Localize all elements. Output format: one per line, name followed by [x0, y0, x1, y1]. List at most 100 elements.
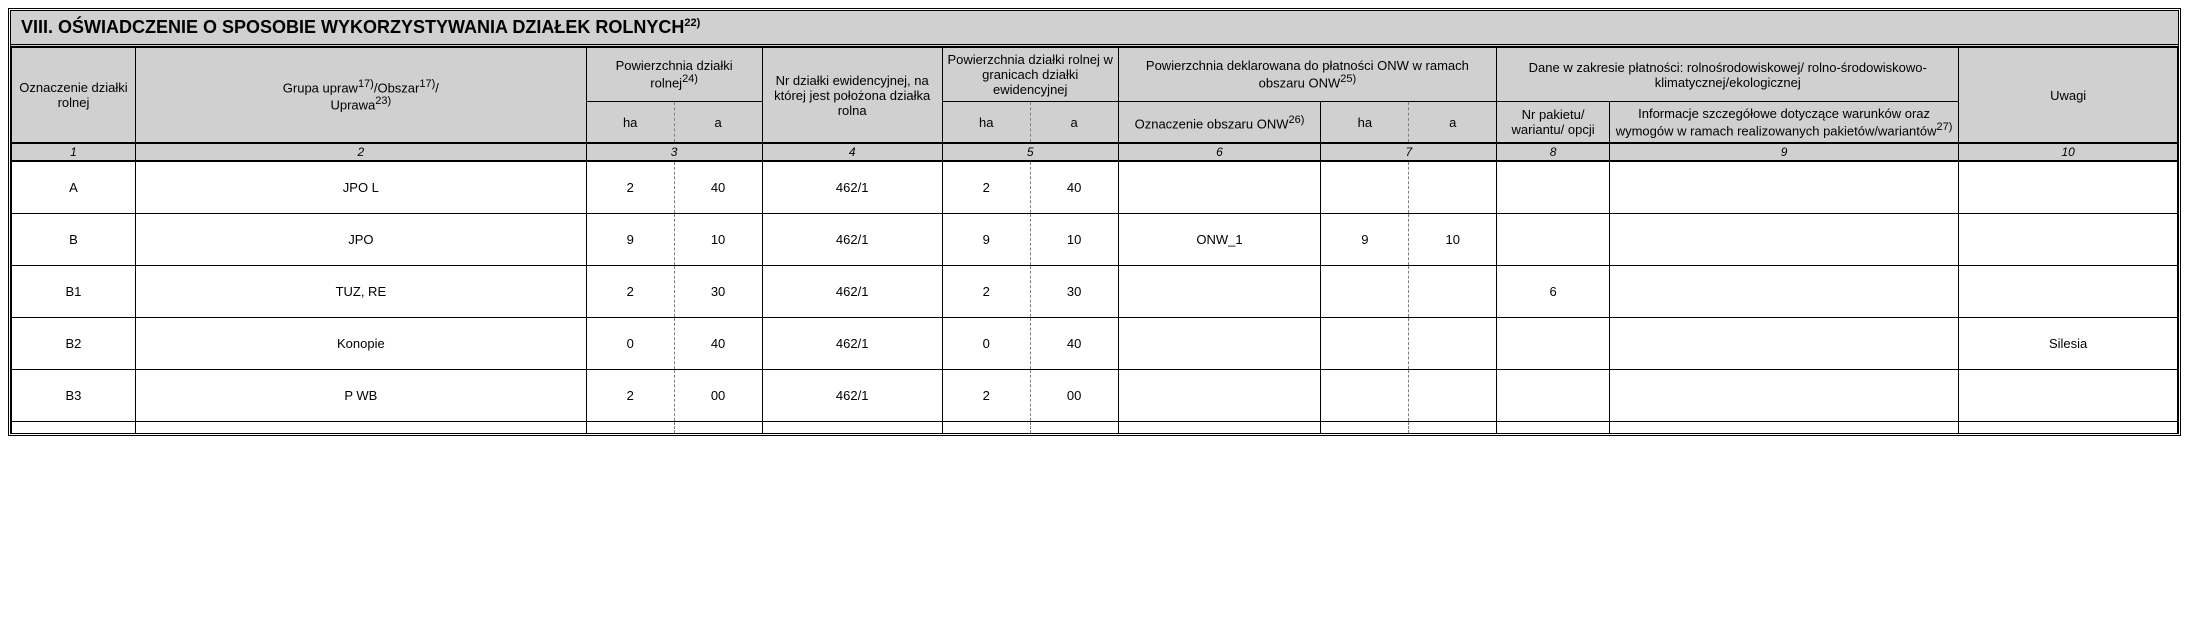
- cell-info: [1609, 161, 1958, 213]
- c2-s1: 17): [358, 78, 374, 90]
- colnum-8: 8: [1497, 143, 1610, 161]
- cell-pg-a: 40: [1030, 161, 1118, 213]
- cell-uwagi: [1959, 369, 2178, 421]
- cell-pow-a: 00: [674, 369, 762, 421]
- colnum-9: 9: [1609, 143, 1958, 161]
- cell-empty: [1609, 421, 1958, 433]
- cell-pg-ha: 0: [942, 317, 1030, 369]
- cell-onw-ha: [1321, 369, 1409, 421]
- cell-pow-a: 10: [674, 213, 762, 265]
- c2-l2: Uprawa: [330, 97, 375, 112]
- cell-grupa: Konopie: [135, 317, 586, 369]
- cell-empty: [1118, 421, 1321, 433]
- col-sub-ha-2: ha: [942, 102, 1030, 144]
- table-row: BJPO910462/1910ONW_1910: [12, 213, 2178, 265]
- cell-nr: 462/1: [762, 317, 942, 369]
- colnum-3: 3: [586, 143, 762, 161]
- cell-onw-a: 10: [1409, 213, 1497, 265]
- cell-uwagi: [1959, 161, 2178, 213]
- cell-empty: [674, 421, 762, 433]
- col-sub-a-3: a: [1409, 102, 1497, 144]
- cell-pakiet: [1497, 369, 1610, 421]
- cell-onw: [1118, 265, 1321, 317]
- cell-info: [1609, 213, 1958, 265]
- cell-pg-ha: 9: [942, 213, 1030, 265]
- cell-empty: [12, 421, 136, 433]
- cell-onw-a: [1409, 369, 1497, 421]
- cell-oznaczenie: B2: [12, 317, 136, 369]
- cell-pg-a: 30: [1030, 265, 1118, 317]
- cell-uwagi: Silesia: [1959, 317, 2178, 369]
- c4-text: Nr działki ewidencyjnej, na której jest …: [774, 73, 930, 118]
- cell-info: [1609, 369, 1958, 421]
- cell-pakiet: 6: [1497, 265, 1610, 317]
- colnum-5: 5: [942, 143, 1118, 161]
- c3-text: Powierzchnia działki rolnej: [616, 58, 733, 90]
- cell-nr: 462/1: [762, 369, 942, 421]
- cell-pow-a: 40: [674, 317, 762, 369]
- colnum-1: 1: [12, 143, 136, 161]
- col-sub-pakiet: Nr pakietu/ wariantu/ opcji: [1497, 102, 1610, 144]
- col-header-onw-top: Powierzchnia deklarowana do płatności ON…: [1118, 48, 1497, 102]
- cell-onw: [1118, 161, 1321, 213]
- col-header-pow-granice: Powierzchnia działki rolnej w granicach …: [942, 48, 1118, 102]
- cell-pg-ha: 2: [942, 265, 1030, 317]
- col-header-pow-dzialki: Powierzchnia działki rolnej24): [586, 48, 762, 102]
- table-body: AJPO L240462/1240BJPO910462/1910ONW_1910…: [12, 161, 2178, 433]
- cell-empty: [135, 421, 586, 433]
- c9-text: Informacje szczegółowe dotyczące warunkó…: [1616, 106, 1937, 138]
- cell-empty: [942, 421, 1030, 433]
- cell-onw-a: [1409, 317, 1497, 369]
- c9-sup: 27): [1937, 121, 1953, 133]
- cell-pg-ha: 2: [942, 161, 1030, 213]
- c10-text: Uwagi: [2050, 88, 2086, 103]
- cell-pakiet: [1497, 317, 1610, 369]
- title-prefix: VIII.: [21, 17, 58, 37]
- c8top-text: Dane w zakresie płatności: rolnośrodowis…: [1529, 60, 1927, 90]
- col-sub-a-2: a: [1030, 102, 1118, 144]
- table-row: AJPO L240462/1240: [12, 161, 2178, 213]
- c6top-text: Powierzchnia deklarowana do płatności ON…: [1146, 58, 1469, 90]
- cell-onw: [1118, 369, 1321, 421]
- cell-info: [1609, 265, 1958, 317]
- cell-empty: [1321, 421, 1409, 433]
- colnum-10: 10: [1959, 143, 2178, 161]
- cell-pg-a: 10: [1030, 213, 1118, 265]
- colnum-2: 2: [135, 143, 586, 161]
- cell-pow-ha: 2: [586, 161, 674, 213]
- col-header-dane-top: Dane w zakresie płatności: rolnośrodowis…: [1497, 48, 1959, 102]
- c2-s2: 17): [419, 78, 435, 90]
- c8-text: Nr pakietu/ wariantu/ opcji: [1512, 107, 1595, 137]
- title-main: OŚWIADCZENIE O SPOSOBIE WYKORZYSTYWANIA …: [58, 17, 684, 37]
- table-row: B1TUZ, RE230462/12306: [12, 265, 2178, 317]
- cell-nr: 462/1: [762, 213, 942, 265]
- cell-grupa: JPO L: [135, 161, 586, 213]
- form-container: VIII. OŚWIADCZENIE O SPOSOBIE WYKORZYSTY…: [8, 8, 2181, 436]
- cell-uwagi: [1959, 213, 2178, 265]
- colnum-7: 7: [1321, 143, 1497, 161]
- c5-text: Powierzchnia działki rolnej w granicach …: [947, 52, 1112, 97]
- cell-nr: 462/1: [762, 265, 942, 317]
- cell-pg-a: 40: [1030, 317, 1118, 369]
- cell-pow-ha: 0: [586, 317, 674, 369]
- c2-s3: 23): [375, 95, 391, 107]
- cell-pow-ha: 2: [586, 265, 674, 317]
- col-header-grupa: Grupa upraw17)/Obszar17)/ Uprawa23): [135, 48, 586, 144]
- cell-pakiet: [1497, 161, 1610, 213]
- cell-grupa: JPO: [135, 213, 586, 265]
- col-header-oznaczenie: Oznaczenie działki rolnej: [12, 48, 136, 144]
- cell-pow-ha: 2: [586, 369, 674, 421]
- cell-pg-ha: 2: [942, 369, 1030, 421]
- cell-empty: [1959, 421, 2178, 433]
- cell-pg-a: 00: [1030, 369, 1118, 421]
- cell-onw-ha: [1321, 265, 1409, 317]
- cell-oznaczenie: B1: [12, 265, 136, 317]
- col-sub-a-1: a: [674, 102, 762, 144]
- cell-grupa: P WB: [135, 369, 586, 421]
- col-sub-onw: Oznaczenie obszaru ONW26): [1118, 102, 1321, 144]
- cell-uwagi: [1959, 265, 2178, 317]
- cell-empty: [762, 421, 942, 433]
- table-row-empty: [12, 421, 2178, 433]
- cell-grupa: TUZ, RE: [135, 265, 586, 317]
- cell-onw-a: [1409, 265, 1497, 317]
